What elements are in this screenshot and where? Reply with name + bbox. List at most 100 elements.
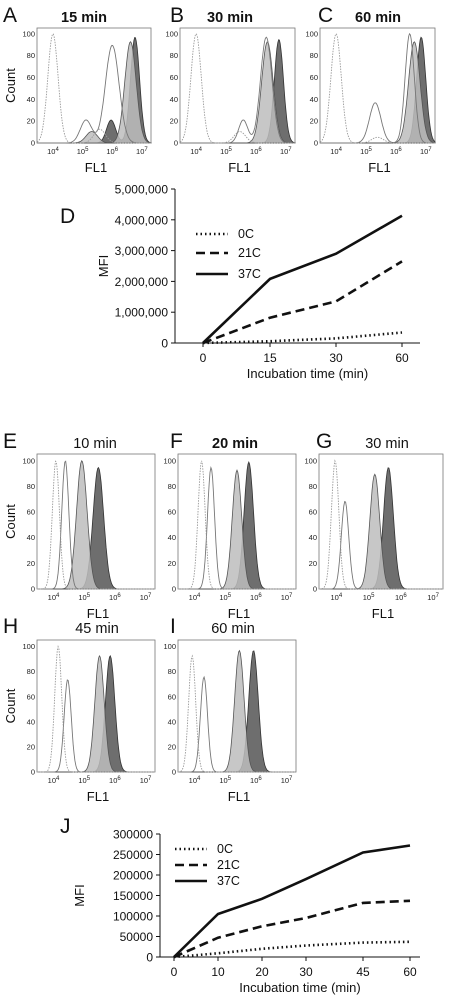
y-tick-label: 100 bbox=[305, 29, 318, 38]
x-tick-label: 106 bbox=[250, 776, 262, 785]
histogram-21c bbox=[320, 41, 436, 144]
x-axis-label: Incubation time (min) bbox=[247, 366, 368, 381]
panel-letter: J bbox=[60, 815, 71, 838]
y-tick-label: 100 bbox=[22, 456, 35, 465]
histogram-0c bbox=[37, 460, 155, 590]
x-axis-label: FL1 bbox=[87, 606, 109, 621]
x-tick-label: 105 bbox=[219, 776, 231, 785]
y-tick-label: 20 bbox=[168, 742, 176, 751]
series-line-0c bbox=[173, 940, 411, 959]
panel-letter: G bbox=[316, 430, 332, 453]
histogram-panel-c: C 60 min 0 20 40 60 80 100 104 105 106 107 FL1 bbox=[305, 4, 436, 175]
x-tick-label: 105 bbox=[363, 593, 375, 602]
panel-title: 20 min bbox=[212, 436, 258, 452]
y-tick-label: 100 bbox=[163, 456, 176, 465]
panel-title: 45 min bbox=[75, 621, 119, 637]
y-tick-label: 40 bbox=[168, 533, 176, 542]
x-tick-label: 105 bbox=[219, 593, 231, 602]
histogram-0c bbox=[319, 33, 435, 144]
series-line-21c bbox=[202, 260, 403, 345]
x-tick-label: 107 bbox=[420, 147, 432, 156]
y-axis-label: Count bbox=[3, 68, 18, 103]
x-axis-label: FL1 bbox=[368, 160, 390, 175]
y-tick-label: 0 bbox=[172, 585, 176, 594]
y-tick-label: 4,000,000 bbox=[115, 213, 169, 227]
y-tick-label: 200000 bbox=[113, 869, 153, 883]
x-tick-label: 104 bbox=[189, 593, 201, 602]
y-tick-label: 20 bbox=[310, 117, 318, 126]
y-tick-label: 20 bbox=[170, 117, 178, 126]
x-tick-label: 0 bbox=[171, 965, 178, 979]
histogram-21c bbox=[178, 649, 296, 773]
x-tick-label: 106 bbox=[109, 593, 121, 602]
x-tick-label: 104 bbox=[47, 147, 59, 156]
panel-title: 15 min bbox=[61, 10, 107, 26]
histogram-panel-g: G 30 min 0 20 40 60 80 100 104 105 106 107 FL1 bbox=[304, 430, 444, 621]
y-tick-label: 20 bbox=[27, 742, 35, 751]
y-tick-label: 40 bbox=[310, 95, 318, 104]
y-tick-label: 40 bbox=[170, 95, 178, 104]
panel-letter: B bbox=[170, 4, 184, 27]
x-tick-label: 107 bbox=[140, 776, 152, 785]
y-tick-label: 150000 bbox=[113, 889, 153, 903]
y-tick-label: 5,000,000 bbox=[115, 183, 169, 197]
x-axis-label: FL1 bbox=[87, 789, 109, 804]
line-chart-d: D 0 1,000,000 2,000,000 3,000,000 4,000,000 5,… bbox=[60, 183, 420, 381]
histogram-0c bbox=[37, 644, 155, 773]
x-tick-label: 104 bbox=[190, 147, 202, 156]
panel-letter: F bbox=[170, 430, 183, 453]
series-line-21c bbox=[173, 899, 411, 959]
panel-letter: A bbox=[3, 4, 17, 27]
histogram-panel-e: E 10 min 0 20 40 60 80 100 104 105 106 107 Count FL1 bbox=[3, 430, 156, 621]
line-chart-j: J 0 50000 100000 150000 200000 250000 300000 0 10… bbox=[60, 815, 420, 995]
y-tick-label: 80 bbox=[168, 482, 176, 491]
series-line-37c bbox=[173, 844, 411, 958]
legend-label-0c: 0C bbox=[238, 227, 254, 241]
series-line-0c bbox=[202, 331, 403, 345]
x-tick-label: 107 bbox=[280, 147, 292, 156]
y-tick-label: 60 bbox=[170, 73, 178, 82]
series-line-37c bbox=[202, 214, 403, 344]
y-tick-label: 40 bbox=[27, 533, 35, 542]
x-tick-label: 15 bbox=[263, 351, 277, 365]
histogram-21c bbox=[37, 655, 155, 773]
y-axis-label: Count bbox=[3, 504, 18, 539]
y-tick-label: 20 bbox=[168, 559, 176, 568]
y-tick-label: 100 bbox=[22, 29, 35, 38]
y-tick-label: 40 bbox=[27, 717, 35, 726]
x-tick-label: 107 bbox=[136, 147, 148, 156]
y-tick-label: 300000 bbox=[113, 828, 153, 842]
x-tick-label: 104 bbox=[48, 776, 60, 785]
y-tick-label: 20 bbox=[27, 559, 35, 568]
x-tick-label: 45 bbox=[356, 965, 370, 979]
x-tick-label: 107 bbox=[140, 593, 152, 602]
x-tick-label: 10 bbox=[211, 965, 225, 979]
y-tick-label: 60 bbox=[309, 508, 317, 517]
y-tick-label: 0 bbox=[172, 768, 176, 777]
y-tick-label: 40 bbox=[27, 95, 35, 104]
panel-title: 30 min bbox=[207, 10, 253, 26]
x-tick-label: 30 bbox=[329, 351, 343, 365]
legend-label-21c: 21C bbox=[238, 246, 261, 260]
histogram-panel-a: A 15 min 0 20 40 60 80 100 104 105 106 107 Count FL1 bbox=[3, 4, 152, 175]
y-tick-label: 100 bbox=[165, 29, 178, 38]
x-tick-label: 107 bbox=[427, 593, 439, 602]
x-tick-label: 60 bbox=[395, 351, 409, 365]
x-tick-label: 106 bbox=[250, 147, 262, 156]
histogram-control bbox=[180, 36, 295, 144]
x-tick-label: 106 bbox=[250, 593, 262, 602]
y-axis-label: MFI bbox=[72, 884, 87, 906]
y-tick-label: 250000 bbox=[113, 848, 153, 862]
histogram-21c bbox=[319, 473, 443, 590]
y-tick-label: 80 bbox=[27, 667, 35, 676]
histogram-21c bbox=[178, 469, 296, 590]
y-axis-label: Count bbox=[3, 688, 18, 723]
x-tick-label: 105 bbox=[77, 147, 89, 156]
histogram-0c bbox=[319, 459, 443, 590]
panel-title: 60 min bbox=[355, 10, 401, 26]
x-tick-label: 107 bbox=[281, 776, 293, 785]
panel-title: 30 min bbox=[365, 436, 409, 452]
histogram-0c bbox=[36, 33, 151, 144]
y-tick-label: 80 bbox=[27, 51, 35, 60]
